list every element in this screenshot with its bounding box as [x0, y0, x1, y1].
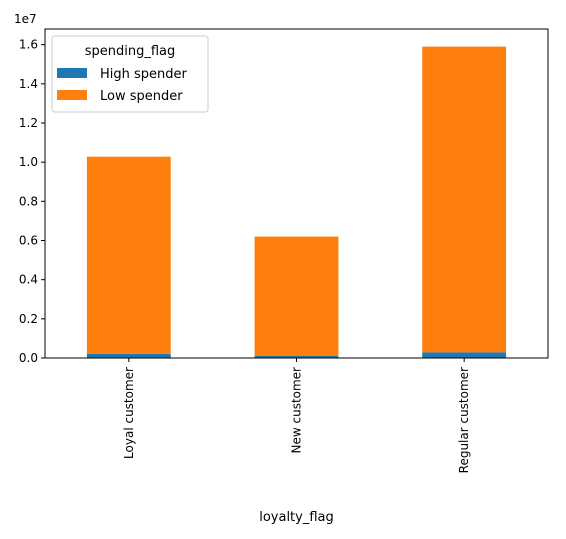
bar-loyal-customer-low-spender: [86, 156, 171, 354]
y-tick-label: 1.4: [19, 77, 38, 91]
y-tick-label: 1.0: [19, 155, 38, 169]
x-tick-label: Regular customer: [457, 367, 471, 473]
legend-label-low-spender: Low spender: [100, 89, 183, 104]
y-tick-label: 0.0: [19, 351, 38, 365]
ticks-group: 0.0 0.2 0.4 0.6 0.8 1.0 1.2 1.4 1.6 Loyal custome…: [19, 38, 471, 474]
y-tick-label: 1.6: [19, 38, 38, 52]
legend-swatch-low-spender: [57, 90, 87, 100]
y-tick-label: 0.8: [19, 194, 38, 208]
legend-title: spending_flag: [85, 44, 176, 59]
y-tick-label: 1.2: [19, 116, 38, 130]
bar-regular-customer-high-spender: [422, 352, 507, 358]
bar-regular-customer-low-spender: [422, 46, 507, 353]
legend: spending_flag High spender Low spender: [51, 35, 209, 113]
bar-new-customer-high-spender: [254, 355, 339, 358]
legend-swatch-high-spender: [57, 68, 87, 78]
legend-box: [51, 35, 209, 113]
y-tick-label: 0.2: [19, 312, 38, 326]
plot-frame: [44, 28, 549, 359]
legend-label-high-spender: High spender: [100, 67, 188, 82]
bar-loyal-customer-high-spender: [86, 353, 171, 358]
y-tick-label: 0.4: [19, 273, 38, 287]
x-tick-label: New customer: [290, 367, 304, 454]
x-axis-label: loyalty_flag: [259, 510, 334, 525]
x-tick-label: Loyal customer: [122, 367, 136, 459]
y-tick-label: 0.6: [19, 234, 38, 248]
y-offset-label: 1e7: [14, 12, 37, 26]
bars-group: [86, 46, 507, 358]
bar-new-customer-low-spender: [254, 236, 339, 356]
